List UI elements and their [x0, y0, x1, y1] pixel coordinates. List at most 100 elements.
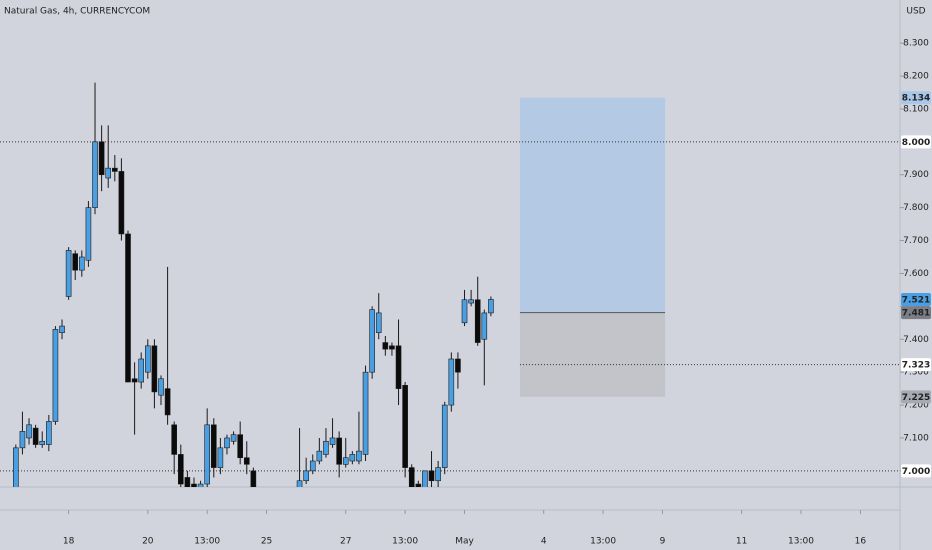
candle-body	[224, 437, 230, 449]
profit-zone	[519, 97, 666, 313]
x-tick-label: 9	[660, 537, 666, 547]
y-tick-label: 7.600	[903, 269, 929, 279]
y-tick-label: 7.700	[903, 236, 929, 246]
price-badge-label: 8.000	[902, 138, 930, 148]
candle-body	[26, 424, 32, 439]
candle-body	[362, 371, 369, 455]
price-badge-label: 7.225	[902, 393, 930, 403]
candle-body	[329, 437, 336, 445]
price-badge	[901, 135, 931, 149]
x-tick-label: 16	[855, 537, 867, 547]
candle-body	[237, 434, 243, 459]
candle-body	[230, 434, 237, 442]
x-tick-label: 13:00	[392, 537, 418, 547]
candle-body	[72, 253, 79, 271]
candle-body	[336, 437, 342, 465]
candle-body	[402, 385, 408, 468]
y-tick-label: 7.800	[903, 203, 929, 213]
candle-body	[59, 325, 65, 333]
candle-body	[395, 345, 402, 389]
chart-title: Natural Gas, 4h, CURRENCYCOM	[4, 7, 150, 17]
plot	[0, 82, 900, 487]
price-badge	[901, 91, 931, 105]
candle-body	[481, 312, 488, 340]
y-tick-label: 7.200	[903, 401, 929, 411]
candle-body	[151, 345, 158, 393]
candle-body	[316, 450, 323, 462]
y-tick-label: 8.200	[903, 72, 929, 82]
candle-body	[342, 457, 349, 465]
candle-body	[349, 454, 356, 462]
candle-body	[184, 477, 191, 487]
x-tick-label: 25	[261, 537, 272, 547]
candle-body	[375, 312, 382, 333]
x-tick-label: 11	[736, 537, 747, 547]
price-badge	[901, 390, 931, 404]
y-tick-label: 7.400	[903, 335, 929, 345]
candle-body	[382, 342, 389, 350]
candle-body	[19, 431, 26, 449]
candle-body	[131, 378, 138, 383]
price-badge-label: 8.134	[902, 94, 930, 104]
candle-body	[210, 424, 217, 468]
currency: USD	[906, 7, 925, 17]
price-badge	[901, 292, 931, 306]
candle-body	[441, 404, 448, 468]
x-tick-label: 20	[142, 537, 154, 547]
candle-body	[415, 483, 422, 487]
candle-body	[65, 250, 72, 297]
candle-body	[488, 299, 494, 314]
candle-body	[455, 358, 461, 373]
candle-body	[309, 460, 316, 472]
candle-body	[204, 424, 210, 485]
candle-body	[197, 483, 204, 487]
x-tick-label: May	[455, 537, 474, 547]
candle-body	[408, 467, 415, 487]
candle-body	[177, 454, 184, 485]
candle-body	[448, 358, 455, 406]
candle-body	[296, 480, 303, 487]
candle-body	[164, 388, 171, 416]
candle-body	[85, 207, 92, 261]
candle-body	[191, 483, 197, 487]
candle-body	[13, 447, 19, 487]
candle-body	[92, 141, 98, 208]
candle-body	[158, 378, 164, 396]
x-tick-label: 13:00	[590, 537, 616, 547]
candle-body	[125, 233, 131, 383]
x-tick-label: 13:00	[194, 537, 220, 547]
y-tick-label: 8.300	[903, 39, 929, 49]
candle-body	[474, 299, 481, 343]
x-tick-label: 27	[340, 537, 351, 547]
candle-body	[46, 421, 52, 445]
price-badge-label: 7.521	[902, 295, 930, 305]
candle-body	[105, 167, 112, 179]
candle-body	[217, 447, 224, 468]
candle-body	[356, 450, 362, 462]
candle-body	[389, 345, 395, 350]
candle-body	[52, 329, 59, 422]
candle-body	[171, 424, 177, 455]
price-badge	[901, 358, 931, 372]
x-tick-label: 13:00	[788, 537, 814, 547]
y-tick-label: 7.900	[903, 170, 929, 180]
candle-body	[243, 457, 250, 465]
candle-body	[250, 470, 257, 487]
candle-body	[461, 299, 468, 324]
y-tick-label: 7.100	[903, 433, 929, 443]
candle-body	[39, 440, 46, 445]
candle-body	[138, 358, 145, 383]
x-tick-label: 4	[541, 537, 547, 547]
y-tick-label: 7.300	[903, 368, 929, 378]
loss-zone	[519, 312, 666, 397]
price-badge-label: 7.000	[902, 467, 930, 477]
candle-body	[468, 299, 474, 304]
candle-body	[79, 256, 85, 271]
price-badge	[901, 306, 931, 320]
candle-body	[435, 467, 441, 482]
candle-body	[422, 470, 428, 487]
candle-body	[32, 427, 39, 445]
candle-body	[369, 309, 375, 373]
